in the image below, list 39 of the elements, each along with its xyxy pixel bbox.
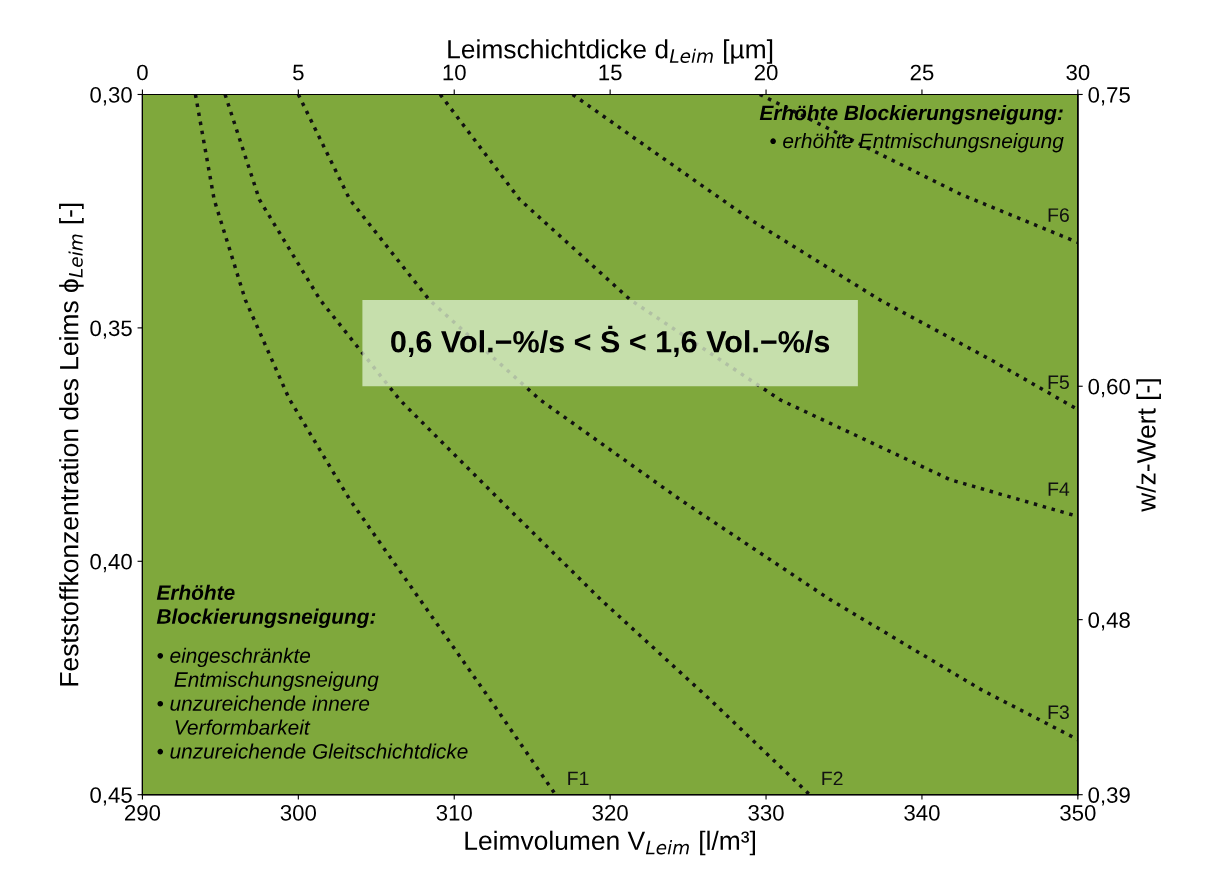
y2-tick-label: 0,48 [1088,612,1130,631]
x2-tick-label: 0 [137,64,148,81]
x-tick-label: 310 [436,805,472,821]
y-tick-label: 0,30 [90,87,132,106]
series-label: F4 [1048,482,1070,496]
x2-tick-label: 10 [443,64,466,81]
y2-tick-label: 0,60 [1088,378,1130,398]
x2-tick-label: 20 [754,64,778,81]
x-tick-label: 320 [592,805,628,821]
x-axis-title: Leimvolumen V$_{Leim}$ [l/m³] [465,830,755,856]
annotation: • eingeschränkte Entmischungsneigung • unzureichende innere Verformbarkeit • unzureichende Gleitschichtdicke [157,647,468,759]
x-tick-label: 290 [125,805,161,821]
y2-tick-label: 0,39 [1088,787,1130,806]
y2-tick-label: 0,75 [1088,87,1130,106]
series-label: F1 [568,771,589,786]
y2-axis-title: w/z-Wert [-] [1136,379,1161,512]
series-label: F2 [822,771,843,786]
y-tick-label: 0,40 [90,553,132,573]
annotation: Erhöhte Blockierungsneigung: [156,584,376,628]
y-tick-label: 0,35 [90,320,132,339]
series-label: F6 [1048,208,1069,222]
x2-axis-title: Leimschichtdicke d$_{Leim}$ [µm] [448,39,773,64]
series-label: F5 [1048,375,1069,390]
y-axis-title: Feststoffkonzentration des Leims ϕ$_{Leim}$ [-] [59,203,84,686]
annotation: Erhöhte Blockierungsneigung: [759,104,1063,125]
x2-tick-label: 5 [293,64,304,81]
annotation: 0,6 Vol.−%/s < Ṡ < 1,6 Vol.−%/s [391,325,830,358]
x2-tick-label: 30 [1066,64,1090,81]
series-label: F3 [1048,705,1069,720]
line-series [570,94,1078,412]
x-tick-label: 330 [748,805,784,821]
x-tick-label: 350 [1060,805,1096,821]
x2-tick-label: 15 [599,64,622,81]
x2-tick-label: 25 [910,64,934,81]
y-tick-label: 0,45 [90,787,132,806]
line-series [758,94,1078,245]
annotation: • erhöhte Entmischungsneigung [770,132,1064,153]
x-tick-label: 340 [904,805,940,821]
x-tick-label: 300 [280,805,316,821]
